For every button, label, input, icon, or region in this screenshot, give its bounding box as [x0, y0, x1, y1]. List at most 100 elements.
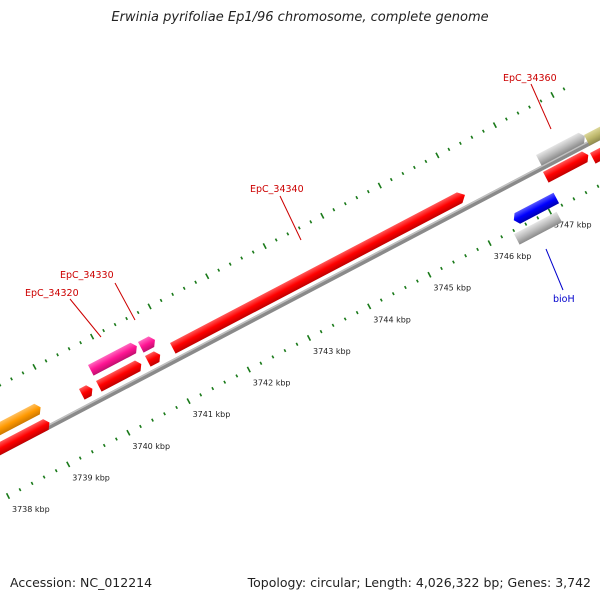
scale-label: 3744 kbp — [373, 315, 411, 324]
scale-tick — [584, 190, 588, 195]
scale-tick — [102, 443, 106, 448]
scale-labels: 3738 kbp 3739 kbp 3740 kbp 3741 kbp 3742 kbp… — [12, 221, 592, 515]
scale-label: 3739 kbp — [72, 473, 110, 482]
gene-red-far-right[interactable] — [590, 137, 600, 164]
scale-tick — [246, 366, 251, 373]
label-leaders — [69, 83, 564, 338]
scale-tick — [30, 481, 34, 486]
forward-tick — [274, 238, 278, 242]
scale-tick — [331, 323, 335, 327]
scale-tick — [596, 184, 600, 188]
forward-tick — [504, 117, 508, 121]
map-title: Erwinia pyrifoliae Ep1/96 chromosome, co… — [111, 10, 489, 25]
forward-tick-row — [0, 87, 566, 387]
gene-EpC_34320[interactable] — [88, 341, 140, 376]
scale-tick — [547, 208, 553, 215]
gene-red-small-c[interactable] — [145, 349, 163, 367]
forward-tick — [447, 147, 451, 152]
forward-tick — [320, 212, 325, 219]
gene-EpC_34340[interactable] — [170, 190, 468, 354]
scale-tick — [560, 203, 564, 207]
gene-orange[interactable] — [0, 402, 43, 438]
forward-tick — [159, 298, 163, 303]
forward-tick — [435, 152, 440, 159]
scale-tick — [175, 405, 179, 410]
scale-tick — [295, 342, 299, 346]
scale-label: 3747 kbp — [554, 221, 592, 230]
scale-tick — [415, 279, 419, 283]
gene-red-left[interactable] — [0, 417, 52, 458]
scale-tick — [306, 334, 312, 341]
genome-summary-text: Topology: circular; Length: 4,026,322 bp… — [247, 575, 591, 590]
scale-tick — [452, 260, 455, 264]
scale-tick — [235, 374, 239, 378]
scale-tick-row — [5, 184, 600, 500]
gene-red-b[interactable] — [96, 359, 144, 392]
forward-tick — [182, 286, 186, 290]
forward-tick — [332, 208, 336, 212]
scale-label: 3741 kbp — [193, 410, 231, 419]
forward-tick — [205, 273, 210, 280]
scale-tick — [512, 228, 516, 233]
forward-tick — [102, 328, 106, 333]
scale-tick — [476, 247, 480, 252]
scale-tick — [367, 303, 372, 310]
forward-tick — [32, 363, 37, 370]
forward-tick — [136, 310, 140, 315]
forward-tick — [516, 111, 520, 115]
forward-tick — [10, 377, 13, 381]
scale-tick — [139, 424, 142, 429]
scale-tick — [151, 418, 154, 422]
forward-tick — [194, 280, 198, 284]
forward-tick — [113, 322, 117, 327]
scale-tick — [5, 492, 11, 500]
scale-tick — [90, 450, 94, 454]
scale-tick — [440, 266, 443, 271]
gene-bioH[interactable] — [511, 192, 560, 226]
gene-EpC_34330[interactable] — [138, 335, 158, 353]
gene-track — [0, 119, 600, 458]
forward-tick — [67, 347, 71, 351]
scale-tick — [319, 329, 323, 334]
scale-tick — [379, 298, 383, 302]
scale-label: 3743 kbp — [313, 347, 351, 356]
forward-tick — [562, 87, 566, 91]
scale-tick — [186, 398, 191, 405]
scale-tick — [391, 292, 395, 296]
scale-tick — [524, 222, 528, 226]
forward-tick — [0, 383, 2, 387]
forward-tick — [355, 195, 359, 200]
scale-tick — [464, 254, 468, 258]
forward-tick — [44, 359, 48, 363]
forward-tick — [217, 268, 221, 272]
scale-tick — [259, 361, 263, 365]
gene-gray-below-bioH[interactable] — [514, 211, 563, 245]
gene-labels: EpC_34320 EpC_34330 EpC_34340 EpC_34360 … — [25, 73, 575, 305]
forward-tick — [286, 232, 290, 236]
scale-label: 3738 kbp — [12, 505, 50, 514]
gene-EpC_34360[interactable] — [536, 131, 588, 166]
forward-tick — [309, 220, 313, 224]
scale-tick — [500, 235, 504, 239]
scale-tick — [66, 461, 71, 468]
accession-text: Accession: NC_012214 — [10, 575, 153, 590]
scale-tick — [54, 469, 58, 473]
scale-tick — [223, 380, 227, 384]
label-bioH: bioH — [553, 294, 575, 305]
scale-tick — [271, 355, 275, 359]
gene-khaki[interactable] — [584, 119, 600, 146]
gene-red-small-a[interactable] — [79, 383, 95, 400]
scale-label: 3746 kbp — [494, 252, 532, 261]
forward-tick — [470, 135, 474, 139]
forward-tick — [79, 341, 83, 345]
forward-tick — [481, 129, 485, 133]
forward-tick — [240, 256, 244, 260]
forward-tick — [458, 141, 462, 145]
forward-tick — [251, 250, 255, 254]
scale-tick — [126, 429, 131, 436]
forward-tick — [377, 182, 382, 189]
gene-red-right[interactable] — [543, 150, 591, 183]
scale-tick — [487, 240, 492, 247]
forward-tick — [125, 316, 129, 321]
